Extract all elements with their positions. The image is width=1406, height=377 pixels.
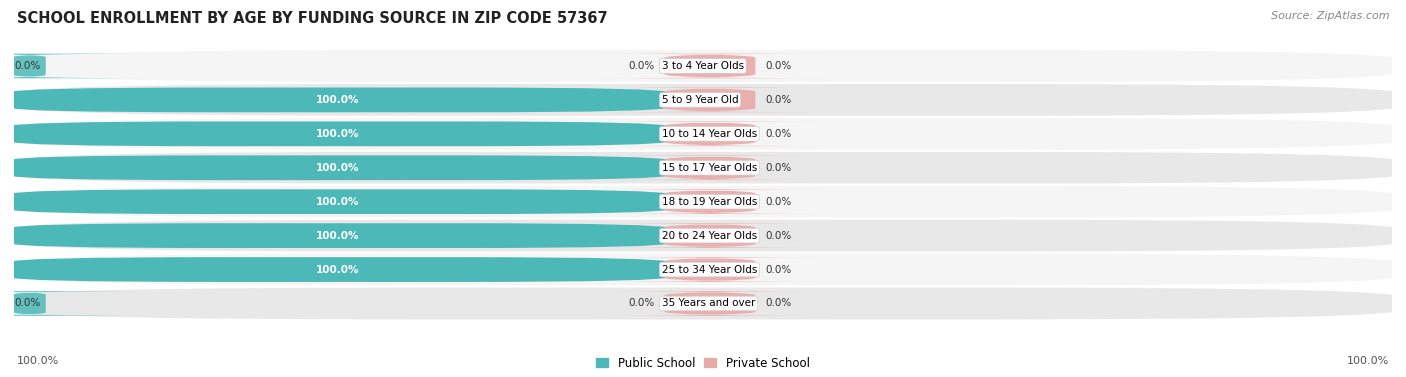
FancyBboxPatch shape [10, 257, 669, 282]
Text: 35 Years and over: 35 Years and over [662, 299, 755, 308]
Text: 0.0%: 0.0% [765, 197, 792, 207]
FancyBboxPatch shape [591, 223, 830, 248]
Text: 100.0%: 100.0% [316, 129, 360, 139]
Text: 25 to 34 Year Olds: 25 to 34 Year Olds [662, 265, 756, 274]
Text: 100.0%: 100.0% [316, 95, 360, 105]
FancyBboxPatch shape [3, 151, 1403, 185]
FancyBboxPatch shape [10, 155, 669, 180]
Text: 15 to 17 Year Olds: 15 to 17 Year Olds [662, 163, 756, 173]
FancyBboxPatch shape [3, 83, 1403, 117]
Text: 100.0%: 100.0% [316, 197, 360, 207]
Text: 100.0%: 100.0% [316, 163, 360, 173]
Text: 100.0%: 100.0% [1347, 356, 1389, 366]
Text: 100.0%: 100.0% [316, 231, 360, 241]
Text: 3 to 4 Year Olds: 3 to 4 Year Olds [662, 61, 744, 71]
Text: 0.0%: 0.0% [765, 265, 792, 274]
Text: 0.0%: 0.0% [628, 61, 655, 71]
Text: 100.0%: 100.0% [17, 356, 59, 366]
Text: 0.0%: 0.0% [14, 299, 41, 308]
Text: 0.0%: 0.0% [14, 61, 41, 71]
Text: 0.0%: 0.0% [765, 129, 792, 139]
FancyBboxPatch shape [10, 223, 669, 248]
FancyBboxPatch shape [591, 87, 830, 112]
Text: 5 to 9 Year Old: 5 to 9 Year Old [662, 95, 738, 105]
FancyBboxPatch shape [10, 121, 669, 146]
FancyBboxPatch shape [3, 253, 1403, 287]
Text: 0.0%: 0.0% [765, 231, 792, 241]
FancyBboxPatch shape [591, 291, 830, 316]
Text: SCHOOL ENROLLMENT BY AGE BY FUNDING SOURCE IN ZIP CODE 57367: SCHOOL ENROLLMENT BY AGE BY FUNDING SOUR… [17, 11, 607, 26]
FancyBboxPatch shape [0, 54, 150, 78]
FancyBboxPatch shape [10, 87, 669, 112]
Text: 0.0%: 0.0% [765, 163, 792, 173]
FancyBboxPatch shape [591, 155, 830, 180]
FancyBboxPatch shape [591, 257, 830, 282]
Text: 20 to 24 Year Olds: 20 to 24 Year Olds [662, 231, 756, 241]
Legend: Public School, Private School: Public School, Private School [592, 352, 814, 374]
FancyBboxPatch shape [3, 49, 1403, 83]
FancyBboxPatch shape [10, 189, 669, 214]
Text: 18 to 19 Year Olds: 18 to 19 Year Olds [662, 197, 756, 207]
Text: 10 to 14 Year Olds: 10 to 14 Year Olds [662, 129, 756, 139]
Text: 100.0%: 100.0% [316, 265, 360, 274]
FancyBboxPatch shape [591, 189, 830, 214]
FancyBboxPatch shape [0, 291, 150, 316]
Text: 0.0%: 0.0% [628, 299, 655, 308]
FancyBboxPatch shape [3, 219, 1403, 253]
FancyBboxPatch shape [591, 121, 830, 146]
FancyBboxPatch shape [3, 117, 1403, 151]
Text: Source: ZipAtlas.com: Source: ZipAtlas.com [1271, 11, 1389, 21]
FancyBboxPatch shape [591, 54, 830, 78]
FancyBboxPatch shape [3, 287, 1403, 320]
Text: 0.0%: 0.0% [765, 95, 792, 105]
Text: 0.0%: 0.0% [765, 61, 792, 71]
Text: 0.0%: 0.0% [765, 299, 792, 308]
FancyBboxPatch shape [3, 185, 1403, 219]
